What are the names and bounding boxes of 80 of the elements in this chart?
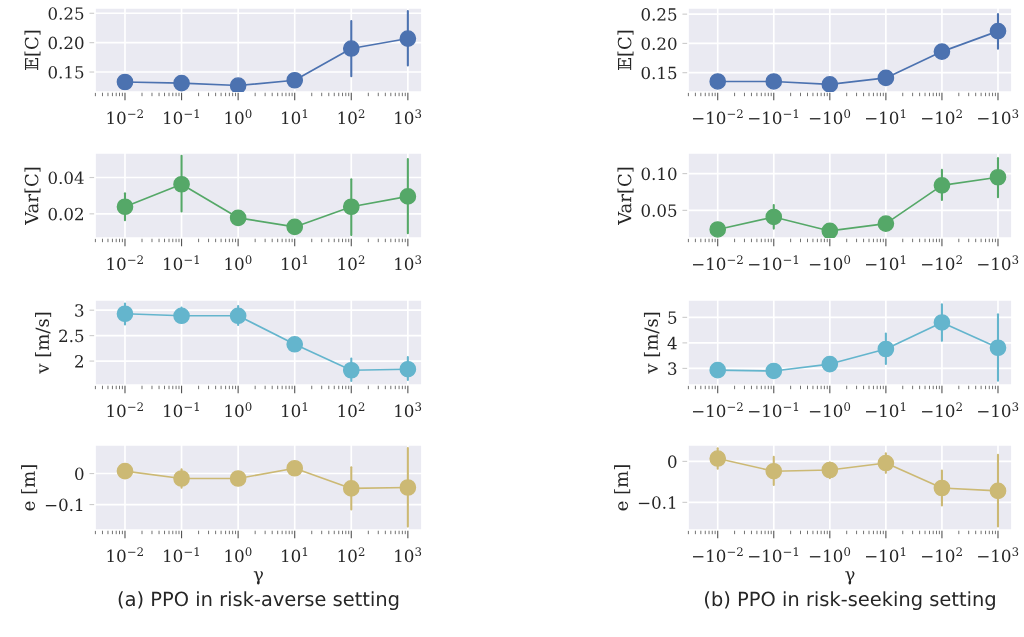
y-tick-label: 0.05 bbox=[641, 204, 677, 217]
x-tick-label: −10$^{−2}$ bbox=[692, 255, 743, 271]
x-tick-label: 10$^{3}$ bbox=[395, 109, 422, 125]
y-tick-label: 5 bbox=[668, 311, 677, 324]
y-axis-title: Var[C] bbox=[24, 167, 41, 226]
x-tick-label: 10$^{−1}$ bbox=[164, 402, 199, 418]
y-tick-label: 2 bbox=[75, 355, 83, 368]
y-tick-label: 0 bbox=[75, 467, 84, 481]
y-tick-label: 3 bbox=[75, 304, 84, 317]
y-axis-title: v [m/s] bbox=[35, 312, 52, 374]
y-tick-label: 0.25 bbox=[48, 7, 84, 20]
x-tick-label: 10$^{0}$ bbox=[225, 547, 252, 563]
x-tick-label: −10$^{2}$ bbox=[922, 109, 962, 125]
x-tick-label: 10$^{3}$ bbox=[395, 402, 422, 418]
y-tick-label: 0.04 bbox=[48, 171, 84, 185]
y-tick-label: −0.1 bbox=[638, 496, 676, 509]
x-tick-label: −10$^{−2}$ bbox=[692, 109, 743, 125]
x-tick-label: 10$^{0}$ bbox=[225, 109, 252, 125]
x-tick-label: 10$^{2}$ bbox=[338, 109, 365, 125]
x-axis-title: γ bbox=[845, 571, 855, 585]
x-tick-label: −10$^{0}$ bbox=[809, 402, 851, 418]
x-tick-label: 10$^{3}$ bbox=[395, 547, 422, 563]
y-tick-label: 3 bbox=[668, 362, 677, 375]
y-axis-title: e [m] bbox=[614, 465, 631, 511]
x-tick-label: −10$^{3}$ bbox=[978, 109, 1019, 125]
x-tick-label: −10$^{2}$ bbox=[922, 402, 962, 418]
x-tick-label: −10$^{2}$ bbox=[922, 547, 962, 563]
y-tick-label: 2.5 bbox=[59, 329, 84, 343]
y-tick-label: 0 bbox=[668, 455, 677, 468]
x-tick-label: −10$^{0}$ bbox=[809, 547, 851, 563]
x-tick-label: 10$^{0}$ bbox=[225, 402, 252, 418]
y-tick-label: 0.20 bbox=[641, 37, 677, 50]
y-tick-label: 0.20 bbox=[48, 36, 84, 50]
y-axis-title: Var[C] bbox=[617, 167, 634, 226]
text: (b) PPO in risk-seeking setting bbox=[705, 591, 995, 611]
x-tick-label: 10$^{−2}$ bbox=[107, 255, 143, 271]
y-tick-label: 0.10 bbox=[641, 167, 677, 181]
x-tick-label: 10$^{3}$ bbox=[395, 255, 422, 271]
y-tick-label: 0.02 bbox=[48, 207, 83, 221]
y-tick-label: −0.1 bbox=[45, 498, 83, 512]
x-tick-label: 10$^{2}$ bbox=[338, 255, 365, 271]
x-tick-label: −10$^{0}$ bbox=[809, 255, 851, 271]
y-tick-label: 4 bbox=[667, 336, 677, 350]
x-tick-label: −10$^{−1}$ bbox=[749, 109, 799, 125]
x-tick-label: −10$^{1}$ bbox=[865, 255, 906, 271]
x-tick-label: −10$^{−2}$ bbox=[692, 402, 743, 418]
y-axis-title: v [m/s] bbox=[643, 312, 661, 374]
x-tick-label: 10$^{−1}$ bbox=[164, 255, 199, 271]
x-tick-label: −10$^{3}$ bbox=[978, 547, 1019, 563]
x-tick-label: −10$^{−1}$ bbox=[749, 547, 799, 563]
text: (a) PPO in risk-averse setting bbox=[118, 591, 399, 611]
y-tick-label: 0.15 bbox=[48, 65, 84, 79]
y-axis-title: e [m] bbox=[21, 465, 38, 511]
x-axis-title: γ bbox=[253, 571, 263, 585]
x-tick-label: 10$^{1}$ bbox=[282, 255, 308, 271]
x-tick-label: 10$^{−2}$ bbox=[107, 109, 143, 125]
y-axis-title: 𝔼[C] bbox=[24, 30, 41, 70]
x-tick-label: −10$^{1}$ bbox=[865, 109, 906, 125]
x-tick-label: 10$^{−1}$ bbox=[164, 547, 199, 563]
y-axis-title: 𝔼[C] bbox=[617, 30, 634, 70]
x-tick-label: −10$^{−1}$ bbox=[749, 255, 799, 271]
x-tick-label: 10$^{1}$ bbox=[282, 402, 308, 418]
x-tick-label: −10$^{−1}$ bbox=[749, 402, 799, 418]
x-tick-label: −10$^{3}$ bbox=[978, 255, 1019, 271]
x-tick-label: −10$^{1}$ bbox=[865, 547, 906, 563]
y-tick-label: 0.15 bbox=[641, 66, 677, 80]
x-tick-label: −10$^{1}$ bbox=[865, 402, 906, 418]
x-tick-label: 10$^{1}$ bbox=[282, 547, 308, 563]
x-tick-label: 10$^{−2}$ bbox=[107, 547, 143, 563]
x-tick-label: 10$^{2}$ bbox=[338, 402, 365, 418]
x-tick-label: 10$^{1}$ bbox=[282, 109, 308, 125]
x-tick-label: 10$^{−1}$ bbox=[164, 109, 199, 125]
x-tick-label: 10$^{0}$ bbox=[225, 255, 252, 271]
x-tick-label: 10$^{2}$ bbox=[338, 547, 365, 563]
x-tick-label: −10$^{0}$ bbox=[809, 109, 851, 125]
x-tick-label: −10$^{3}$ bbox=[978, 402, 1019, 418]
x-tick-label: −10$^{2}$ bbox=[922, 255, 962, 271]
y-tick-label: 0.25 bbox=[641, 8, 677, 21]
x-tick-label: 10$^{−2}$ bbox=[107, 402, 143, 418]
x-tick-label: −10$^{−2}$ bbox=[692, 547, 743, 563]
